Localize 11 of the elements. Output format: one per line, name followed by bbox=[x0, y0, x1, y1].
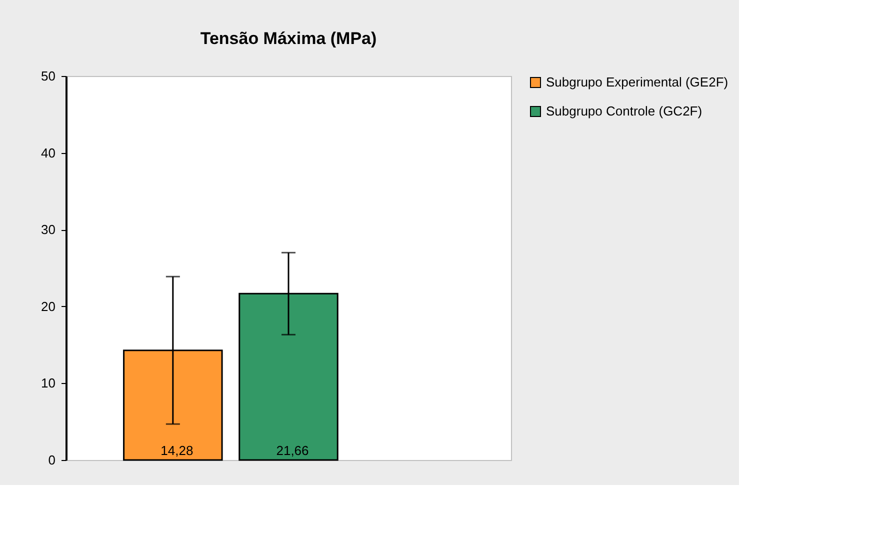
y-tick-label: 0 bbox=[48, 452, 56, 468]
y-tick-label: 50 bbox=[41, 68, 56, 84]
data-label: 14,28 bbox=[160, 443, 194, 458]
y-tick-label: 40 bbox=[41, 145, 56, 160]
y-tick-label: 30 bbox=[41, 222, 56, 238]
y-tick-label: 20 bbox=[41, 298, 56, 314]
data-label: 21,66 bbox=[276, 443, 309, 458]
y-tick-label: 10 bbox=[41, 376, 56, 391]
legend-label: Subgrupo Experimental (GE2F) bbox=[546, 74, 728, 90]
chart-title: Tensão Máxima (MPa) bbox=[200, 29, 377, 48]
legend-label: Subgrupo Controle (GC2F) bbox=[546, 104, 702, 118]
